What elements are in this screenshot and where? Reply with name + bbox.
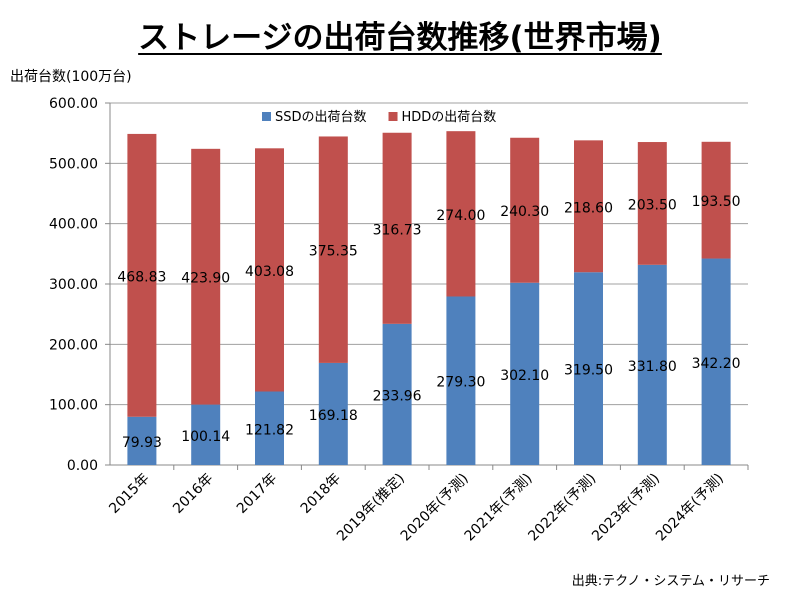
bar-ssd <box>574 272 603 465</box>
bar-hdd <box>574 140 603 273</box>
bar-hdd <box>701 141 731 259</box>
data-label: 423.90 <box>181 271 230 287</box>
data-label: 403.08 <box>245 264 294 280</box>
data-label: 240.30 <box>500 204 549 220</box>
bar-hdd <box>446 131 476 297</box>
bar-ssd <box>637 264 667 465</box>
data-label: 100.14 <box>181 429 230 445</box>
data-label: 375.35 <box>309 244 358 260</box>
y-tick-label: 600.00 <box>49 96 98 112</box>
bar-hdd <box>318 136 348 363</box>
legend-swatch <box>388 112 398 121</box>
data-label: 169.18 <box>309 408 358 424</box>
legend-swatch <box>262 112 271 121</box>
bar-ssd <box>382 323 412 465</box>
x-tick-label: 2017年 <box>234 471 280 517</box>
y-tick-label: 200.00 <box>49 337 98 353</box>
data-label: 319.50 <box>564 363 613 379</box>
data-label: 279.30 <box>436 375 485 391</box>
bar-ssd <box>191 404 221 465</box>
y-axis-label: 出荷台数(100万台) <box>10 69 132 85</box>
data-label: 203.50 <box>628 197 677 213</box>
y-tick-label: 500.00 <box>49 156 98 172</box>
bar-ssd <box>510 282 540 465</box>
data-label: 468.83 <box>117 269 166 285</box>
legend-label: HDDの出荷台数 <box>402 110 497 125</box>
bar-ssd <box>318 362 348 465</box>
bar-hdd <box>510 137 540 283</box>
data-label: 79.93 <box>122 435 162 451</box>
bar-hdd <box>127 133 157 417</box>
bar-ssd <box>701 258 731 465</box>
source-note: 出典:テクノ・システム・リサーチ <box>571 574 770 589</box>
data-label: 218.60 <box>564 200 613 216</box>
y-tick-label: 300.00 <box>49 277 98 293</box>
data-label: 331.80 <box>628 359 677 375</box>
data-label: 233.96 <box>373 388 422 404</box>
legend-label: SSDの出荷台数 <box>275 110 367 125</box>
x-tick-label: 2016年 <box>170 471 216 517</box>
x-tick-label: 2015年 <box>106 471 152 517</box>
data-label: 193.50 <box>692 194 741 210</box>
data-label: 274.00 <box>436 208 485 224</box>
data-label: 121.82 <box>245 422 294 438</box>
bar-hdd <box>382 132 412 324</box>
x-tick-label: 2024年(予測) <box>653 471 727 545</box>
y-tick-label: 0.00 <box>67 458 98 474</box>
data-label: 342.20 <box>692 356 741 372</box>
bar-ssd <box>127 416 157 465</box>
bar-hdd <box>637 142 667 265</box>
x-tick-label: 2018年 <box>298 471 344 517</box>
y-tick-label: 400.00 <box>49 217 98 233</box>
chart-title: ストレージの出荷台数推移(世界市場) <box>138 20 662 56</box>
bar-hdd <box>255 148 284 392</box>
bar-ssd <box>446 296 476 465</box>
data-label: 316.73 <box>373 222 422 238</box>
bar-hdd <box>191 148 221 405</box>
y-tick-label: 100.00 <box>49 398 98 414</box>
bar-ssd <box>255 391 284 465</box>
data-label: 302.10 <box>500 368 549 384</box>
